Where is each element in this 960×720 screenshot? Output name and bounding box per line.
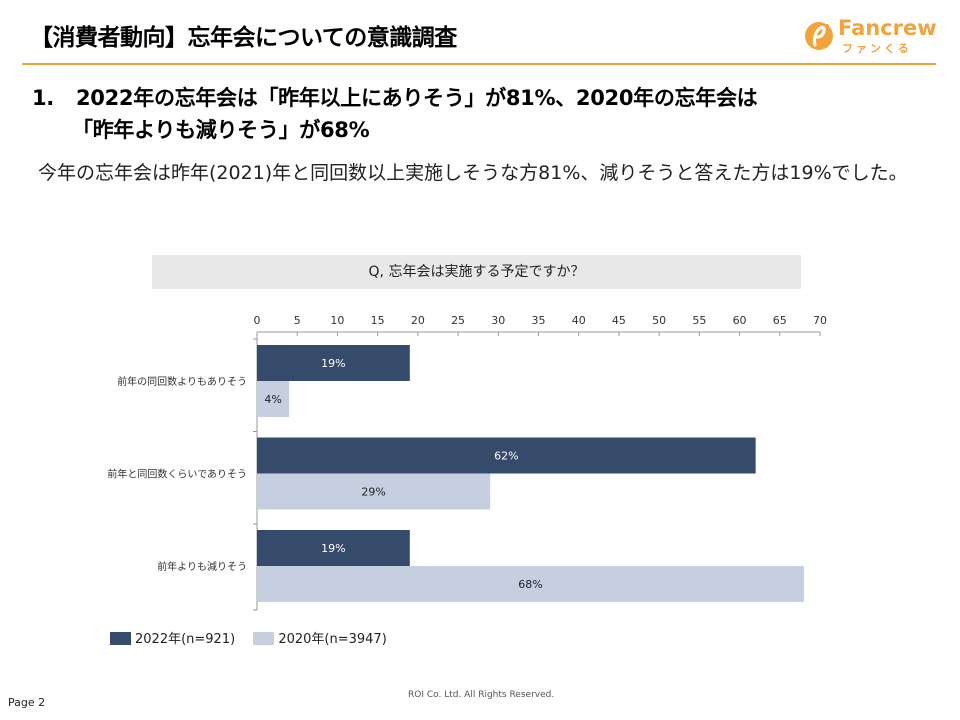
x-tick-label: 50 bbox=[652, 314, 666, 327]
bar bbox=[257, 473, 491, 510]
legend-item-2022: 2022年(n=921) bbox=[110, 628, 235, 647]
logo-text: Fancrew bbox=[838, 16, 937, 40]
summary-text: 今年の忘年会は昨年(2021)年と同回数以上実施しそうな方81%、減りそうと答え… bbox=[38, 162, 908, 184]
data-label: 68% bbox=[518, 578, 542, 591]
x-tick-label: 70 bbox=[813, 314, 827, 327]
bar bbox=[257, 437, 756, 474]
bar bbox=[257, 566, 804, 602]
page-title: 【消費者動向】忘年会についての意識調査 bbox=[30, 25, 457, 51]
x-tick-label: 0 bbox=[254, 314, 261, 327]
legend-label-2022: 2022年(n=921) bbox=[135, 632, 236, 647]
logo: Fancrew ファンくる bbox=[804, 16, 937, 57]
x-tick-label: 55 bbox=[692, 314, 706, 327]
x-tick-label: 25 bbox=[451, 314, 465, 327]
logo-icon bbox=[805, 22, 833, 50]
x-tick-label: 30 bbox=[491, 314, 505, 327]
chart-legend: 2022年(n=921) 2020年(n=3947) bbox=[110, 628, 401, 647]
category-label: 前年と同回数くらいでありそう bbox=[107, 468, 247, 481]
headline-line1: 2022年の忘年会は「昨年以上にありそう」が81%、2020年の忘年会は bbox=[76, 86, 758, 110]
legend-swatch-2020 bbox=[253, 632, 275, 645]
x-tick-label: 35 bbox=[532, 314, 546, 327]
data-label: 29% bbox=[361, 486, 385, 499]
data-label: 62% bbox=[494, 450, 518, 463]
data-label: 19% bbox=[321, 357, 345, 370]
headline-number: 1. bbox=[32, 86, 54, 110]
bar bbox=[257, 345, 410, 381]
legend-label-2020: 2020年(n=3947) bbox=[278, 632, 387, 647]
x-tick-label: 65 bbox=[773, 314, 787, 327]
question-label: Q, 忘年会は実施する予定ですか？ bbox=[152, 255, 801, 289]
bar bbox=[257, 381, 290, 417]
x-tick-label: 40 bbox=[572, 314, 586, 327]
x-tick-label: 15 bbox=[371, 314, 385, 327]
x-tick-label: 5 bbox=[294, 314, 301, 327]
headline: 1. 2022年の忘年会は「昨年以上にありそう」が81%、2020年の忘年会は 「… bbox=[32, 82, 758, 146]
x-tick-label: 60 bbox=[733, 314, 747, 327]
data-label: 4% bbox=[264, 393, 281, 406]
category-label: 前年よりも減りそう bbox=[157, 560, 247, 573]
logo-subtext: ファンくる bbox=[842, 42, 912, 55]
copyright: ROI Co. Ltd. All Rights Reserved. bbox=[408, 690, 555, 700]
bar bbox=[257, 530, 410, 566]
category-label: 前年の同回数よりもありそう bbox=[117, 375, 247, 388]
x-tick-label: 10 bbox=[330, 314, 344, 327]
headline-line2: 「昨年よりも減りそう」が68% bbox=[72, 118, 370, 142]
page-number: Page 2 bbox=[8, 696, 46, 709]
legend-swatch-2022 bbox=[110, 632, 131, 645]
header-divider bbox=[22, 63, 936, 65]
data-label: 19% bbox=[321, 542, 345, 555]
legend-item-2020: 2020年(n=3947) bbox=[253, 628, 387, 647]
x-tick-label: 45 bbox=[612, 314, 626, 327]
x-tick-label: 20 bbox=[411, 314, 425, 327]
